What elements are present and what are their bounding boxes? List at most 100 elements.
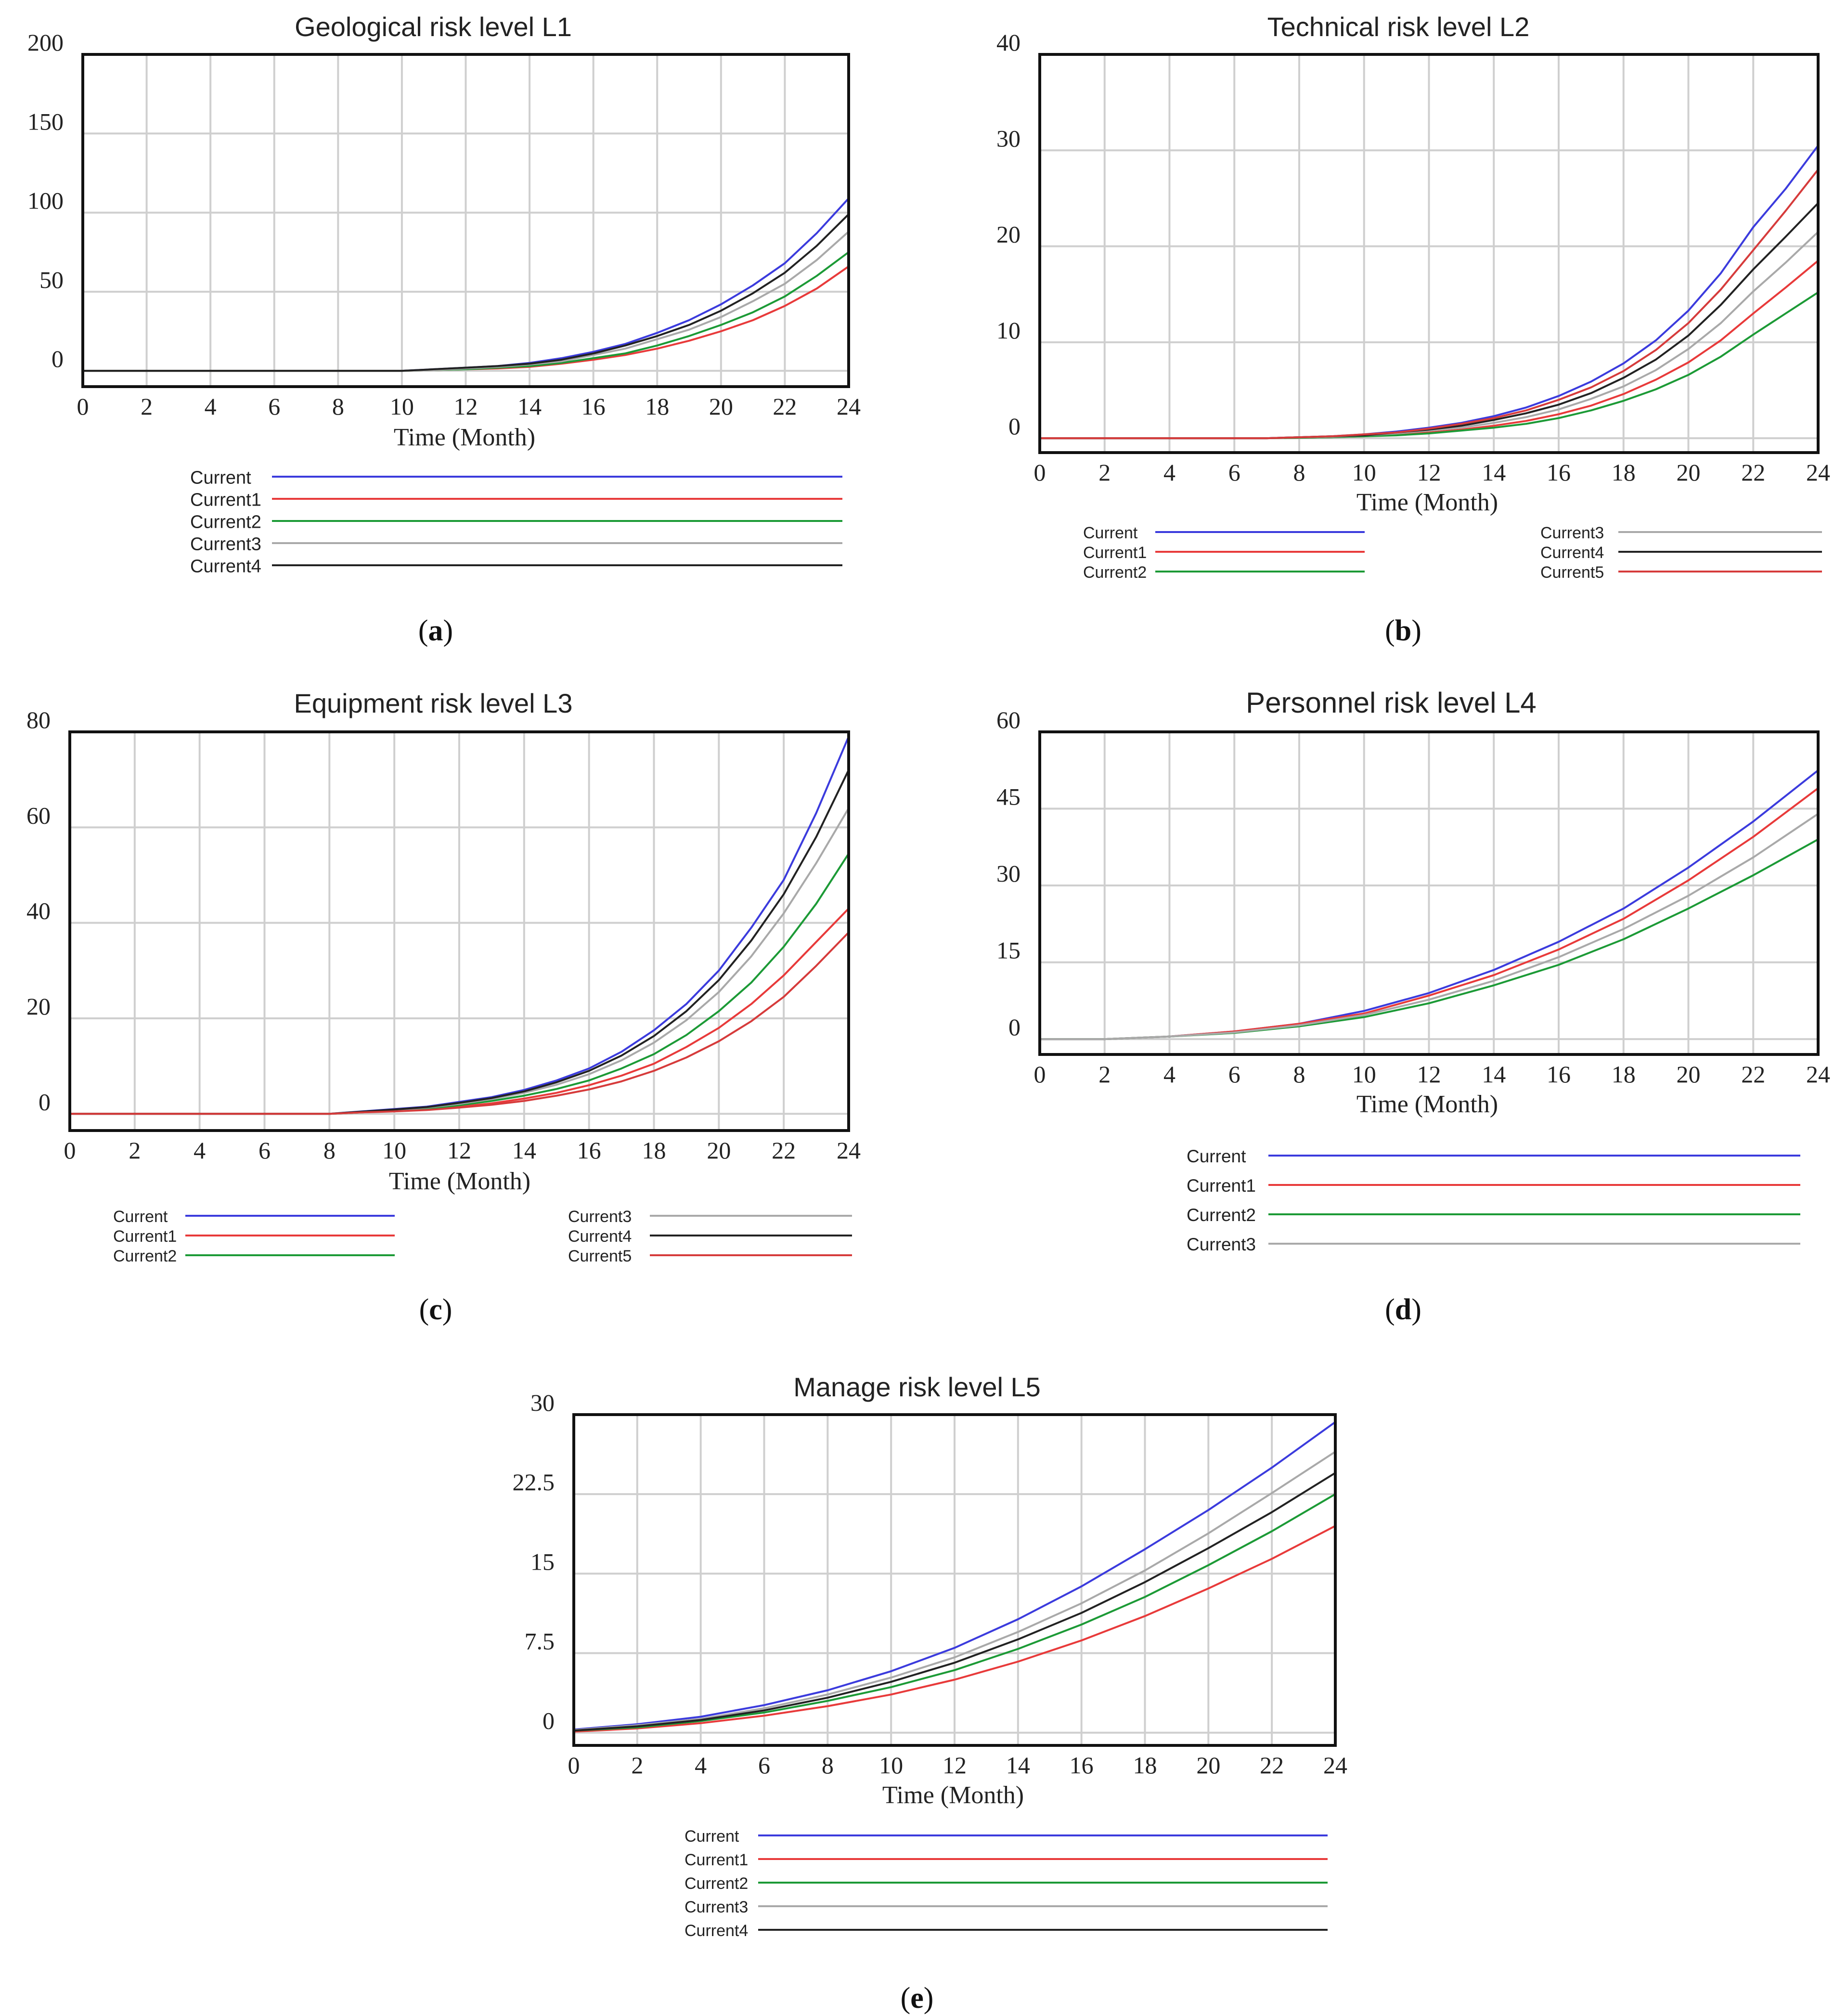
y-tick-label: 15 bbox=[530, 1548, 555, 1575]
x-tick-label: 4 bbox=[695, 1752, 707, 1779]
x-tick-label: 24 bbox=[1323, 1752, 1347, 1779]
x-tick-label: 12 bbox=[447, 1137, 471, 1164]
chart-title: Technical risk level L2 bbox=[1267, 12, 1530, 42]
y-tick-label: 45 bbox=[996, 783, 1020, 810]
x-tick-label: 8 bbox=[1293, 459, 1305, 486]
legend-label: Current3 bbox=[190, 534, 261, 554]
x-tick-label: 0 bbox=[568, 1752, 580, 1779]
legend-label: Current2 bbox=[685, 1874, 748, 1893]
x-axis-label: Time (Month) bbox=[1356, 1091, 1498, 1118]
legend-label: Current bbox=[685, 1827, 739, 1846]
x-tick-label: 24 bbox=[837, 393, 861, 420]
y-tick-label: 15 bbox=[996, 937, 1020, 964]
x-tick-label: 4 bbox=[194, 1137, 206, 1164]
legend-label: Current3 bbox=[568, 1208, 632, 1226]
x-tick-label: 22 bbox=[773, 393, 797, 420]
series-line-current5 bbox=[1040, 169, 1819, 440]
y-tick-label: 40 bbox=[26, 897, 51, 924]
x-tick-label: 20 bbox=[707, 1137, 731, 1164]
legend-label: Current bbox=[113, 1208, 168, 1226]
x-tick-label: 18 bbox=[1133, 1752, 1157, 1779]
legend-label: Current4 bbox=[1540, 544, 1604, 562]
legend-label: Current2 bbox=[113, 1247, 177, 1265]
panel-caption: (d) bbox=[1385, 1293, 1421, 1326]
y-tick-label: 150 bbox=[27, 108, 64, 135]
series-line-current2 bbox=[573, 1493, 1336, 1732]
x-tick-label: 12 bbox=[943, 1752, 967, 1779]
x-tick-label: 12 bbox=[454, 393, 478, 420]
x-tick-label: 2 bbox=[141, 393, 153, 420]
legend: CurrentCurrent1Current2Current3Current4C… bbox=[113, 1208, 852, 1265]
plot-frame bbox=[1038, 730, 1820, 1056]
x-tick-label: 22 bbox=[772, 1137, 796, 1164]
legend-label: Current1 bbox=[1187, 1176, 1256, 1196]
x-tick-label: 4 bbox=[1163, 1061, 1175, 1088]
legend-label: Current5 bbox=[568, 1247, 632, 1265]
x-tick-label: 0 bbox=[77, 393, 89, 420]
y-tick-label: 20 bbox=[26, 993, 51, 1020]
legend-label: Current2 bbox=[1187, 1205, 1256, 1225]
legend-label: Current3 bbox=[1540, 524, 1604, 542]
x-tick-label: 16 bbox=[1547, 1061, 1571, 1088]
legend-label: Current1 bbox=[190, 490, 261, 510]
x-tick-label: 18 bbox=[645, 393, 669, 420]
y-tick-label: 40 bbox=[996, 29, 1020, 56]
x-axis-label: Time (Month) bbox=[394, 424, 535, 451]
x-tick-label: 8 bbox=[323, 1137, 336, 1164]
y-tick-label: 100 bbox=[27, 187, 64, 214]
x-axis-label: Time (Month) bbox=[882, 1782, 1024, 1809]
y-tick-label: 30 bbox=[530, 1389, 555, 1416]
y-tick-label: 30 bbox=[996, 125, 1020, 152]
x-tick-label: 18 bbox=[1612, 1061, 1636, 1088]
series-line-current3 bbox=[573, 1451, 1336, 1731]
legend-label: Current bbox=[1083, 524, 1138, 542]
x-tick-label: 6 bbox=[1228, 459, 1240, 486]
x-tick-label: 14 bbox=[512, 1137, 536, 1164]
x-tick-label: 16 bbox=[577, 1137, 601, 1164]
y-tick-label: 22.5 bbox=[513, 1469, 555, 1496]
x-tick-label: 14 bbox=[1006, 1752, 1030, 1779]
y-tick-label: 0 bbox=[52, 345, 64, 372]
x-tick-label: 20 bbox=[1677, 459, 1701, 486]
x-tick-label: 4 bbox=[205, 393, 217, 420]
y-tick-label: 50 bbox=[39, 266, 64, 293]
plot-frame bbox=[1038, 53, 1820, 454]
x-tick-label: 6 bbox=[268, 393, 280, 420]
legend-label: Current4 bbox=[190, 556, 261, 576]
x-tick-label: 22 bbox=[1741, 1061, 1765, 1088]
chart-title: Personnel risk level L4 bbox=[1246, 687, 1537, 719]
x-tick-label: 12 bbox=[1417, 1061, 1441, 1088]
y-tick-label: 10 bbox=[996, 317, 1020, 344]
chart-title: Manage risk level L5 bbox=[793, 1372, 1041, 1402]
x-tick-label: 10 bbox=[879, 1752, 903, 1779]
x-tick-label: 22 bbox=[1260, 1752, 1284, 1779]
series-line-current bbox=[573, 1421, 1336, 1730]
x-tick-label: 8 bbox=[1293, 1061, 1305, 1088]
panel-caption: (b) bbox=[1385, 614, 1421, 647]
y-tick-label: 0 bbox=[542, 1707, 555, 1734]
x-tick-label: 24 bbox=[1806, 459, 1830, 486]
legend-label: Current1 bbox=[685, 1851, 748, 1869]
y-tick-label: 60 bbox=[996, 706, 1020, 733]
x-tick-label: 14 bbox=[517, 393, 542, 420]
x-tick-label: 10 bbox=[1352, 1061, 1376, 1088]
y-tick-label: 20 bbox=[996, 221, 1020, 248]
y-tick-label: 0 bbox=[39, 1088, 51, 1115]
legend-label: Current1 bbox=[113, 1227, 177, 1246]
y-tick-label: 0 bbox=[1008, 413, 1020, 440]
series-line-current3 bbox=[1040, 813, 1819, 1041]
x-tick-label: 2 bbox=[631, 1752, 643, 1779]
plot-frame bbox=[81, 53, 850, 388]
legend-label: Current4 bbox=[685, 1922, 748, 1940]
x-tick-label: 8 bbox=[822, 1752, 834, 1779]
legend: CurrentCurrent1Current2Current3Current4C… bbox=[1083, 524, 1822, 582]
x-tick-label: 14 bbox=[1482, 1061, 1506, 1088]
x-tick-label: 0 bbox=[64, 1137, 76, 1164]
x-tick-label: 0 bbox=[1034, 459, 1046, 486]
x-tick-label: 2 bbox=[1098, 1061, 1111, 1088]
series-line-current1 bbox=[573, 1525, 1336, 1733]
